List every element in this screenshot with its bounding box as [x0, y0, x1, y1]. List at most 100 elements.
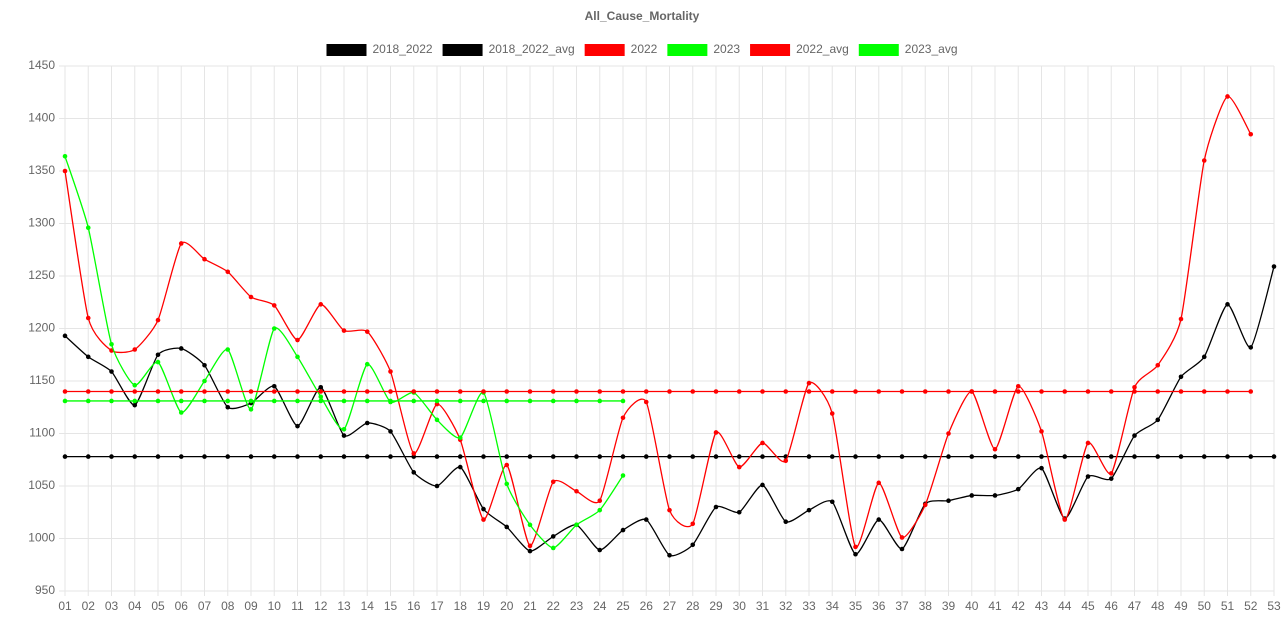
data-point	[643, 389, 649, 394]
data-point	[457, 435, 463, 441]
data-point	[1039, 454, 1044, 459]
legend-label: 2023	[713, 42, 740, 56]
data-point	[364, 361, 370, 367]
data-point	[341, 328, 347, 333]
data-point	[1039, 429, 1044, 434]
data-point	[806, 380, 812, 386]
x-tick-label: 45	[1081, 599, 1095, 613]
x-tick-label: 34	[826, 599, 840, 613]
data-point	[1015, 486, 1021, 492]
data-point	[1015, 383, 1021, 389]
data-point	[713, 454, 719, 459]
data-point	[829, 499, 835, 505]
legend-label: 2022_avg	[796, 42, 849, 56]
data-point	[295, 354, 300, 360]
data-point	[504, 454, 510, 459]
data-point	[271, 326, 277, 331]
data-point	[1248, 131, 1254, 137]
x-tick-label: 27	[663, 599, 677, 613]
data-point	[318, 302, 324, 307]
data-point	[434, 389, 440, 394]
data-point	[202, 378, 207, 384]
data-point	[1225, 94, 1230, 99]
data-point	[574, 522, 579, 528]
data-point	[318, 454, 324, 459]
data-point	[271, 383, 277, 389]
data-point	[1015, 389, 1021, 394]
data-point	[899, 535, 905, 540]
data-point	[457, 454, 463, 459]
data-point	[318, 389, 324, 394]
data-point	[504, 524, 510, 530]
data-point	[1085, 454, 1091, 459]
data-point	[295, 454, 300, 459]
data-point	[434, 454, 440, 459]
x-tick-label: 41	[988, 599, 1002, 613]
data-point	[481, 454, 486, 459]
data-point	[853, 551, 858, 557]
data-point	[527, 398, 533, 404]
data-point	[434, 401, 440, 407]
data-point	[550, 534, 556, 539]
data-point	[667, 454, 672, 459]
data-point	[527, 543, 533, 549]
data-point	[690, 389, 696, 394]
data-point	[876, 389, 882, 394]
data-point	[1155, 389, 1161, 394]
data-point	[109, 454, 114, 459]
data-point	[1085, 440, 1091, 446]
data-point	[620, 473, 626, 478]
data-point	[713, 389, 719, 394]
x-tick-label: 25	[616, 599, 630, 613]
data-point	[1201, 389, 1207, 394]
data-point	[341, 427, 347, 432]
data-point	[295, 389, 300, 394]
data-point	[667, 507, 672, 513]
data-point	[620, 389, 626, 394]
data-point	[202, 454, 207, 459]
data-point	[597, 389, 603, 394]
data-point	[1178, 389, 1184, 394]
data-point	[1178, 316, 1184, 322]
data-point	[597, 454, 603, 459]
y-tick-label: 1000	[28, 531, 55, 545]
legend-swatch	[584, 44, 625, 56]
data-point	[225, 404, 231, 410]
x-tick-label: 48	[1151, 599, 1165, 613]
data-point	[388, 389, 393, 394]
data-point	[271, 389, 277, 394]
x-tick-label: 47	[1128, 599, 1142, 613]
x-tick-label: 49	[1174, 599, 1188, 613]
data-point	[1085, 474, 1091, 479]
data-point	[295, 337, 300, 343]
data-point	[1155, 417, 1161, 423]
legend-swatch	[667, 44, 708, 56]
x-tick-label: 07	[198, 599, 212, 613]
data-point	[550, 398, 556, 404]
x-tick-label: 14	[361, 599, 375, 613]
legend-label: 2022	[631, 42, 658, 56]
data-point	[155, 359, 161, 365]
data-point	[922, 454, 928, 459]
data-point	[411, 389, 417, 394]
data-point	[1225, 454, 1230, 459]
y-tick-label: 1300	[28, 216, 55, 230]
data-point	[1085, 389, 1091, 394]
data-point	[783, 458, 789, 464]
x-tick-label: 05	[151, 599, 165, 613]
x-tick-label: 16	[407, 599, 421, 613]
data-point	[527, 522, 533, 528]
data-point	[736, 464, 742, 470]
data-point	[1178, 454, 1184, 459]
data-point	[504, 481, 510, 487]
x-tick-label: 37	[895, 599, 909, 613]
data-point	[411, 451, 417, 456]
data-point	[574, 454, 579, 459]
data-point	[946, 431, 951, 436]
x-tick-label: 04	[128, 599, 142, 613]
data-point	[388, 454, 393, 459]
data-point	[550, 545, 556, 551]
y-tick-label: 1400	[28, 111, 55, 125]
x-tick-label: 13	[337, 599, 351, 613]
data-point	[1062, 454, 1068, 459]
